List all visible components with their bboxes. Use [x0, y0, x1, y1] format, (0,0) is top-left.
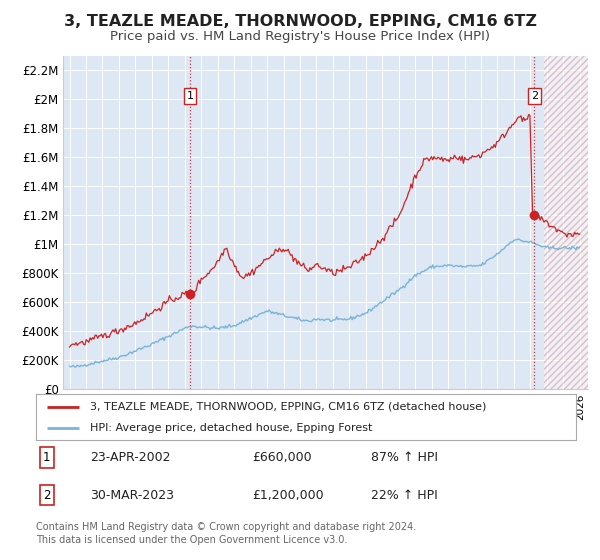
- Text: HPI: Average price, detached house, Epping Forest: HPI: Average price, detached house, Eppi…: [90, 423, 373, 433]
- Bar: [544, 56, 593, 389]
- Text: 30-MAR-2023: 30-MAR-2023: [90, 489, 174, 502]
- Text: 23-APR-2002: 23-APR-2002: [90, 451, 170, 464]
- Text: 2: 2: [43, 489, 50, 502]
- Text: Price paid vs. HM Land Registry's House Price Index (HPI): Price paid vs. HM Land Registry's House …: [110, 30, 490, 43]
- Text: 1: 1: [187, 91, 193, 101]
- Text: 3, TEAZLE MEADE, THORNWOOD, EPPING, CM16 6TZ (detached house): 3, TEAZLE MEADE, THORNWOOD, EPPING, CM16…: [90, 402, 487, 412]
- Bar: [544, 56, 593, 389]
- Text: 2: 2: [531, 91, 538, 101]
- Text: 87% ↑ HPI: 87% ↑ HPI: [371, 451, 438, 464]
- Text: 3, TEAZLE MEADE, THORNWOOD, EPPING, CM16 6TZ: 3, TEAZLE MEADE, THORNWOOD, EPPING, CM16…: [64, 14, 536, 29]
- Text: £660,000: £660,000: [252, 451, 311, 464]
- Text: 22% ↑ HPI: 22% ↑ HPI: [371, 489, 437, 502]
- Text: Contains HM Land Registry data © Crown copyright and database right 2024.
This d: Contains HM Land Registry data © Crown c…: [36, 522, 416, 545]
- Text: 1: 1: [43, 451, 50, 464]
- Text: £1,200,000: £1,200,000: [252, 489, 323, 502]
